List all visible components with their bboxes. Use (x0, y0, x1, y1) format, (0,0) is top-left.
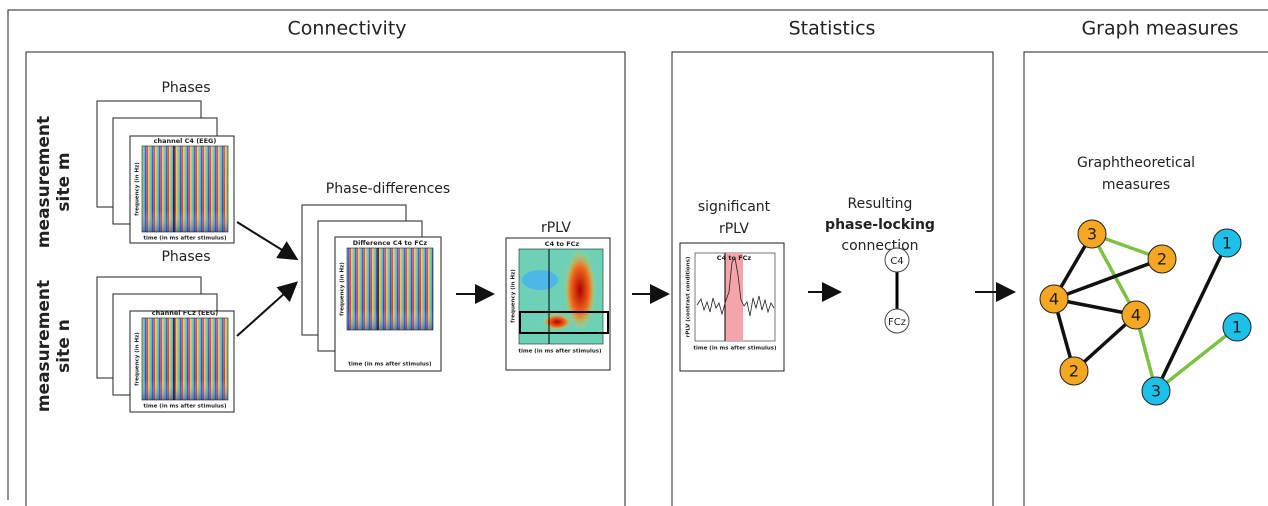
node-label: 3 (1151, 382, 1161, 401)
phases-title: Phases (161, 249, 210, 265)
site-label: measurement (34, 280, 54, 412)
significant-title: significant (698, 199, 771, 215)
connection-title: Resulting (848, 196, 913, 212)
x-label: time (in ms after stimulus) (693, 346, 777, 352)
node-label: 4 (1131, 306, 1141, 325)
panel-title: channel FCz (EEG) (152, 309, 218, 317)
connection-title: phase-locking (825, 217, 935, 233)
panel-title: Difference C4 to FCz (353, 239, 428, 247)
section-title: Statistics (789, 18, 876, 40)
site-label: measurement (34, 116, 54, 248)
x-label: time (in ms after stimulus) (518, 349, 602, 355)
y-label: rPLV (contrast conditions) (686, 256, 692, 337)
node-label: 1 (1222, 234, 1232, 253)
site-label: site m (54, 152, 74, 211)
x-label: time (in ms after stimulus) (143, 236, 227, 242)
graph-title: Graphtheoretical (1077, 155, 1195, 171)
x-label: time (in ms after stimulus) (348, 362, 432, 368)
site-label: site n (54, 319, 74, 373)
y-label: frequency (in Hz) (135, 332, 141, 386)
y-label: frequency (in Hz) (511, 269, 517, 323)
section-title: Connectivity (287, 18, 406, 40)
channel-label: FCz (888, 317, 906, 328)
y-label: frequency (in Hz) (135, 162, 141, 216)
node-label: 2 (1069, 362, 1079, 381)
heatmap-shade (347, 248, 433, 330)
heatmap-shade (142, 318, 228, 400)
panel-title: channel C4 (EEG) (154, 137, 217, 145)
heatmap-shade (142, 146, 228, 232)
rplv-title: rPLV (541, 220, 571, 236)
node-label: 4 (1049, 290, 1059, 309)
graph-title: measures (1102, 177, 1170, 193)
node-label: 1 (1232, 318, 1242, 337)
diagram: Connectivity Statistics Graph measures m… (0, 0, 1268, 506)
section-title: Graph measures (1081, 18, 1238, 40)
phases-title: Phases (161, 80, 210, 96)
graph-box (1024, 52, 1268, 506)
node-label: 3 (1087, 225, 1097, 244)
heatmap-blob (543, 314, 571, 330)
channel-label: C4 (890, 256, 903, 267)
panel-title: C4 to FCz (717, 254, 752, 262)
x-label: time (in ms after stimulus) (143, 404, 227, 410)
panel-title: C4 to FCz (545, 240, 580, 248)
phase-differences-title: Phase-differences (326, 181, 450, 197)
significant-title: rPLV (719, 221, 749, 237)
connection-title: connection (841, 238, 918, 254)
heatmap-blob (522, 270, 558, 290)
y-label: frequency (in Hz) (340, 262, 346, 316)
node-label: 2 (1157, 250, 1167, 269)
